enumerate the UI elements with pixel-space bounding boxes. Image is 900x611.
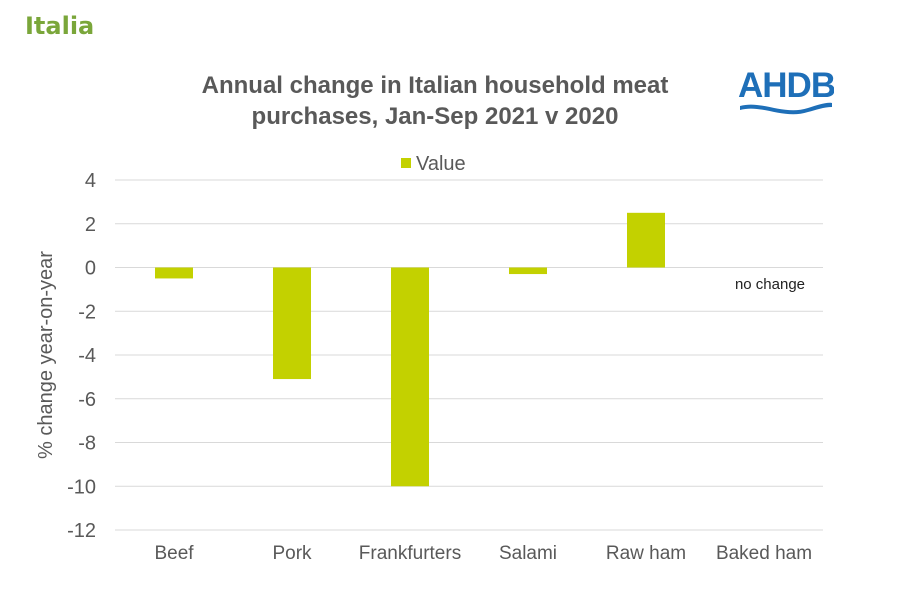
- bar: [509, 267, 547, 275]
- annotation-label: no change: [735, 276, 805, 293]
- y-tick-label: -2: [78, 301, 96, 323]
- section-heading: Italia: [25, 12, 95, 40]
- y-axis-title: % change year-on-year: [35, 251, 57, 459]
- ahdb-logo: AHDB: [738, 66, 834, 115]
- bar: [273, 267, 311, 380]
- chart-title-line-1: Annual change in Italian household meat: [201, 72, 669, 99]
- legend-label: Value: [416, 153, 466, 175]
- category-label: Salami: [499, 543, 557, 564]
- category-label: Pork: [272, 543, 312, 564]
- bar: [155, 267, 193, 279]
- y-tick-labels: 4 2 0 -2 -4 -6 -8 -10 -12: [67, 170, 96, 542]
- y-tick-label: -6: [78, 389, 96, 411]
- y-tick-label: -10: [67, 476, 96, 498]
- gridlines: [115, 179, 823, 531]
- y-tick-label: 0: [85, 258, 96, 280]
- chart-title-line-2: purchases, Jan-Sep 2021 v 2020: [251, 103, 619, 130]
- y-tick-label: -12: [67, 520, 96, 542]
- category-label: Raw ham: [606, 543, 686, 564]
- annotations: no change: [735, 276, 805, 293]
- y-tick-label: 2: [85, 214, 96, 236]
- category-label: Beef: [154, 543, 194, 564]
- bars: [155, 212, 665, 487]
- y-tick-label: 4: [85, 170, 96, 192]
- category-labels: Beef Pork Frankfurters Salami Raw ham Baked h…: [154, 543, 812, 564]
- bar: [627, 212, 665, 268]
- y-tick-label: -8: [78, 433, 96, 455]
- y-tick-label: -4: [78, 345, 96, 367]
- logo-wave: [740, 102, 832, 115]
- legend: Value: [401, 153, 466, 175]
- legend-swatch: [401, 158, 411, 168]
- chart-title: Annual change in Italian household meat …: [130, 70, 740, 132]
- category-label: Frankfurters: [359, 543, 461, 564]
- category-label: Baked ham: [716, 543, 812, 564]
- bar: [391, 267, 429, 487]
- ahdb-logo-text: AHDB: [738, 66, 834, 105]
